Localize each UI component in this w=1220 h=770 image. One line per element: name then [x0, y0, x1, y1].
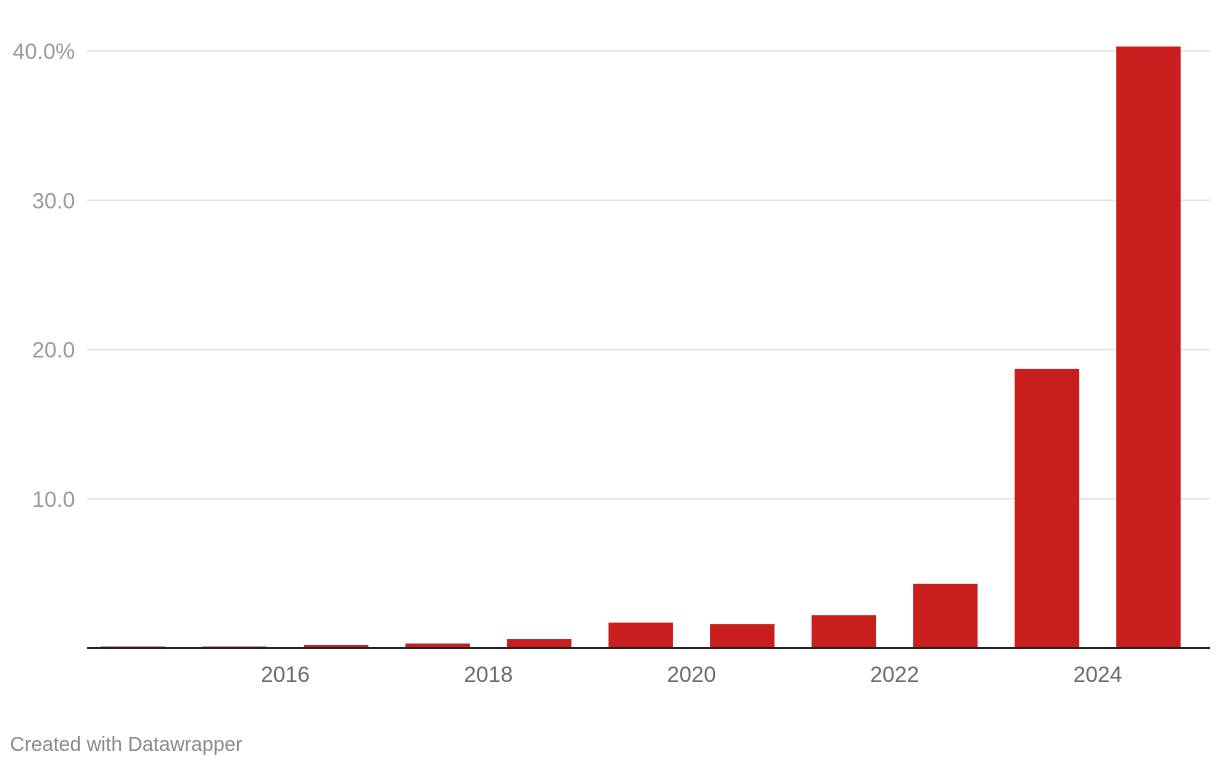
- y-tick-label: 10.0: [32, 487, 75, 512]
- x-tick-label: 2020: [667, 662, 716, 687]
- credit-text: Created with Datawrapper: [10, 734, 243, 756]
- x-axis-tick-labels: 2016 2018 2020 2022 2024: [261, 662, 1122, 687]
- y-tick-label: 20.0: [32, 338, 75, 363]
- x-tick-label: 2024: [1073, 662, 1122, 687]
- bar-2025: [1116, 46, 1181, 648]
- bar-2024: [1014, 368, 1080, 648]
- bar-2019: [506, 639, 572, 648]
- y-tick-label: 30.0: [32, 188, 75, 213]
- x-tick-label: 2022: [870, 662, 919, 687]
- bar-2021: [710, 624, 775, 648]
- y-tick-label: 40.0%: [13, 39, 75, 64]
- bar-2022: [811, 615, 877, 648]
- x-tick-label: 2018: [464, 662, 513, 687]
- bar-2017: [303, 645, 369, 648]
- bar-2018: [405, 643, 470, 648]
- x-tick-label: 2016: [261, 662, 310, 687]
- y-axis-tick-labels: 10.0 20.0 30.0 40.0%: [13, 39, 75, 512]
- bar-2023: [913, 583, 978, 648]
- bar-2020: [608, 622, 673, 648]
- bars: [100, 46, 1181, 648]
